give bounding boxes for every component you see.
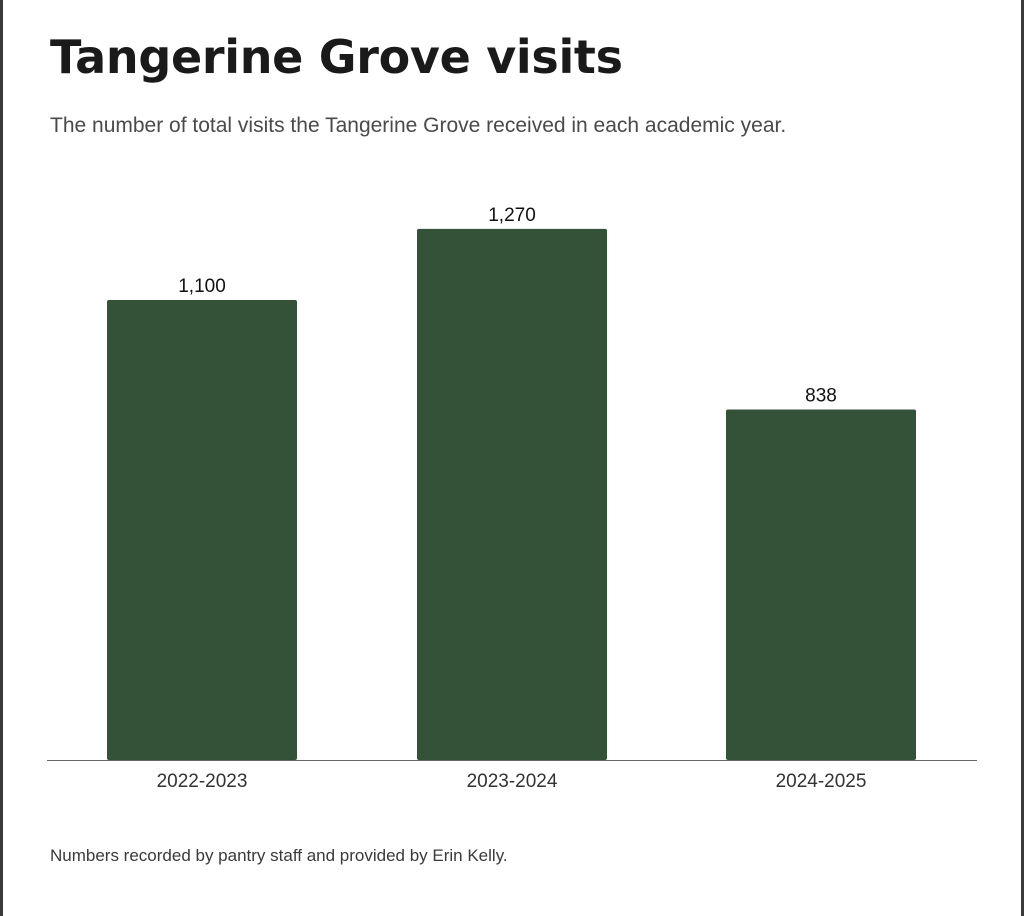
left-frame-border [0, 0, 3, 916]
data-label-2024-2025: 838 [805, 386, 837, 407]
bar-2023-2024 [417, 228, 607, 761]
right-frame-border [1021, 0, 1024, 916]
x-tick-label-2024-2025: 2024-2025 [776, 771, 867, 792]
x-tick-label-2022-2023: 2022-2023 [157, 771, 248, 792]
source-note: Numbers recorded by pantry staff and pro… [50, 846, 508, 865]
data-label-2022-2023: 1,100 [178, 276, 226, 297]
bar-2022-2023 [107, 299, 297, 760]
x-tick-label-2023-2024: 2023-2024 [467, 771, 558, 792]
chart-title: Tangerine Grove visits [50, 30, 623, 84]
bar-2024-2025 [726, 409, 916, 760]
data-label-2023-2024: 1,270 [488, 205, 536, 226]
chart-subtitle: The number of total visits the Tangerine… [50, 114, 787, 137]
